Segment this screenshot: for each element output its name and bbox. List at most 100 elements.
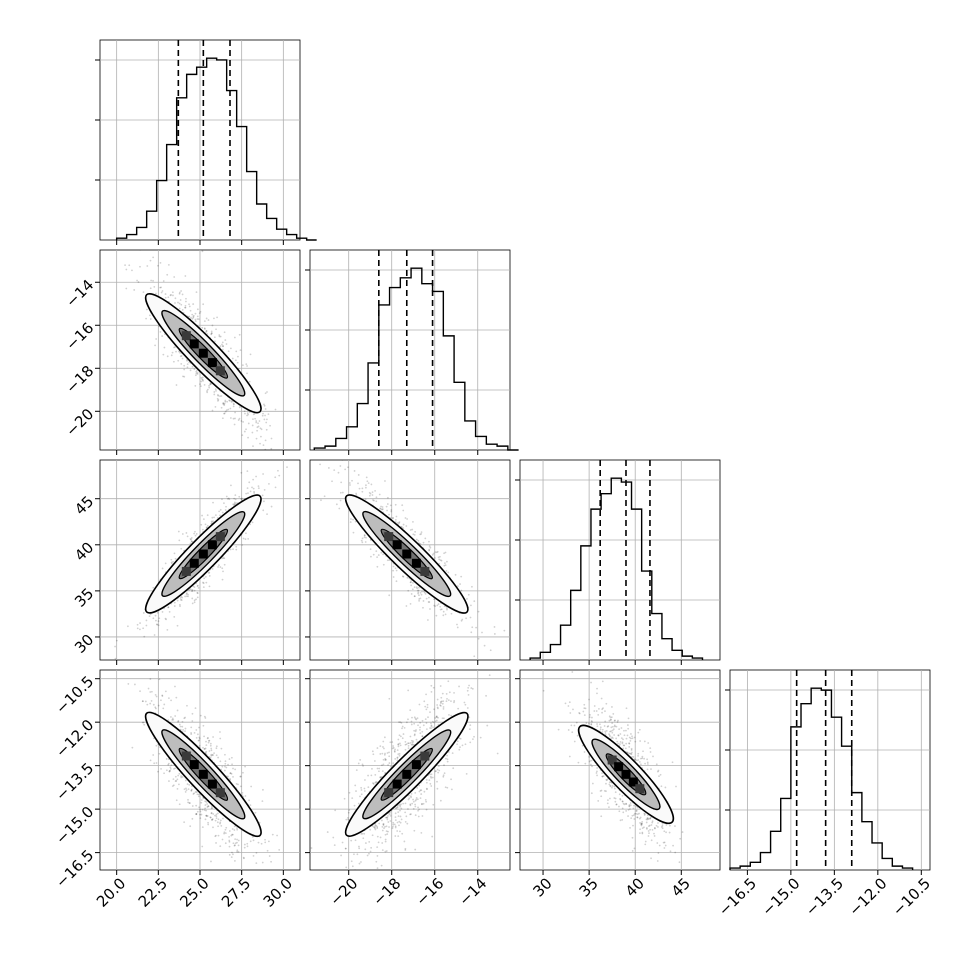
sample-point — [187, 801, 189, 804]
sample-point — [405, 605, 408, 607]
sample-point — [255, 475, 258, 478]
sample-point — [217, 756, 220, 759]
sample-point — [227, 497, 230, 500]
sample-point — [249, 523, 252, 526]
sample-point — [179, 597, 182, 599]
sample-point — [145, 619, 148, 622]
sample-point — [435, 614, 438, 617]
sample-point — [469, 741, 472, 744]
sample-point — [672, 844, 674, 847]
sample-point — [174, 775, 177, 778]
sample-point — [354, 869, 356, 870]
sample-point — [192, 316, 195, 319]
sample-point — [223, 557, 226, 560]
sample-point — [650, 768, 652, 770]
sample-point — [210, 520, 213, 523]
sample-point — [415, 798, 418, 801]
sample-point — [418, 598, 421, 600]
sample-point — [437, 716, 439, 719]
density-cell — [215, 532, 225, 542]
sample-point — [441, 692, 444, 695]
sample-point — [252, 418, 254, 421]
sample-point — [396, 756, 399, 759]
sample-point — [171, 291, 174, 294]
sample-point — [421, 590, 423, 593]
sample-point — [420, 533, 423, 535]
sample-point — [182, 729, 185, 731]
sample-point — [228, 853, 231, 856]
sample-point — [409, 804, 412, 807]
sample-point — [477, 637, 480, 640]
sample-point — [179, 351, 181, 354]
sample-point — [355, 494, 358, 497]
sample-point — [191, 588, 194, 591]
sample-point — [436, 706, 439, 709]
sample-point — [348, 482, 351, 484]
sample-point — [421, 815, 424, 817]
sample-point — [222, 402, 224, 405]
sample-point — [394, 807, 397, 810]
sample-point — [438, 769, 441, 772]
sample-point — [399, 815, 402, 818]
sample-point — [196, 596, 199, 599]
sample-point — [167, 763, 170, 766]
sample-point — [456, 626, 459, 629]
sample-point — [264, 838, 266, 841]
sample-point — [425, 708, 428, 711]
sample-point — [161, 695, 164, 697]
sample-point — [221, 557, 223, 560]
sample-point — [184, 730, 186, 733]
sample-point — [458, 748, 461, 751]
sample-point — [180, 547, 183, 550]
scatter-panel — [95, 459, 301, 665]
sample-point — [224, 842, 227, 845]
sample-point — [228, 839, 231, 842]
sample-point — [443, 564, 446, 567]
histogram-step — [115, 57, 317, 241]
sample-point — [154, 344, 156, 347]
sample-point — [188, 802, 191, 804]
sample-point — [196, 585, 199, 587]
sample-point — [254, 417, 257, 420]
sample-point — [233, 829, 236, 831]
sample-point — [211, 818, 214, 820]
sample-point — [225, 343, 228, 345]
sample-point — [399, 721, 402, 724]
sample-point — [387, 764, 389, 766]
sample-point — [195, 813, 198, 816]
sample-point — [167, 697, 170, 700]
sample-point — [403, 726, 406, 729]
sample-point — [125, 268, 128, 271]
sample-point — [161, 290, 164, 292]
sample-point — [194, 320, 197, 323]
sample-point — [391, 827, 394, 830]
sample-point — [199, 310, 202, 313]
sample-point — [163, 703, 166, 706]
sample-point — [164, 296, 167, 299]
sample-point — [333, 844, 336, 847]
sample-point — [209, 816, 212, 819]
density-cell — [384, 788, 394, 798]
sample-point — [175, 799, 178, 802]
sample-point — [213, 516, 215, 519]
sample-point — [171, 351, 174, 354]
sample-point — [402, 523, 405, 526]
sample-point — [466, 598, 468, 600]
sample-point — [188, 783, 191, 786]
sample-point — [274, 476, 277, 479]
sample-point — [255, 862, 258, 865]
sample-point — [244, 538, 247, 541]
sample-point — [178, 302, 181, 305]
sample-point — [237, 839, 240, 842]
sample-point — [416, 587, 419, 590]
sample-point — [411, 528, 414, 531]
sample-point — [360, 861, 362, 863]
sample-point — [243, 843, 246, 846]
sample-point — [145, 624, 148, 627]
density-cell — [181, 566, 191, 576]
sample-point — [167, 606, 170, 609]
sample-point — [214, 514, 217, 516]
sample-point — [572, 708, 574, 711]
sample-point — [347, 811, 350, 814]
sample-point — [228, 758, 231, 760]
